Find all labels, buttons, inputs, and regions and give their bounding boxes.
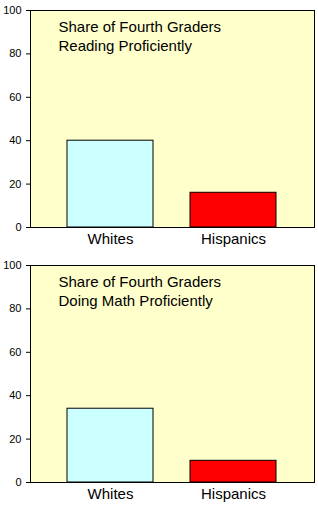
svg-text:0: 0 xyxy=(15,476,21,488)
svg-text:Hispanics: Hispanics xyxy=(201,230,266,247)
svg-text:60: 60 xyxy=(9,91,21,103)
svg-text:20: 20 xyxy=(9,433,21,445)
svg-text:Hispanics: Hispanics xyxy=(201,485,266,502)
svg-text:100: 100 xyxy=(3,4,21,16)
svg-text:40: 40 xyxy=(9,389,21,401)
svg-text:Whites: Whites xyxy=(88,230,134,247)
svg-text:20: 20 xyxy=(9,178,21,190)
svg-text:60: 60 xyxy=(9,346,21,358)
svg-text:0: 0 xyxy=(15,221,21,233)
svg-text:Share of Fourth GradersReading: Share of Fourth GradersReading Proficien… xyxy=(59,18,222,54)
svg-text:80: 80 xyxy=(9,47,21,59)
svg-text:100: 100 xyxy=(3,259,21,271)
svg-text:Whites: Whites xyxy=(88,485,134,502)
svg-text:80: 80 xyxy=(9,302,21,314)
svg-text:40: 40 xyxy=(9,134,21,146)
svg-text:Share of Fourth GradersDoing M: Share of Fourth GradersDoing Math Profic… xyxy=(59,273,222,309)
